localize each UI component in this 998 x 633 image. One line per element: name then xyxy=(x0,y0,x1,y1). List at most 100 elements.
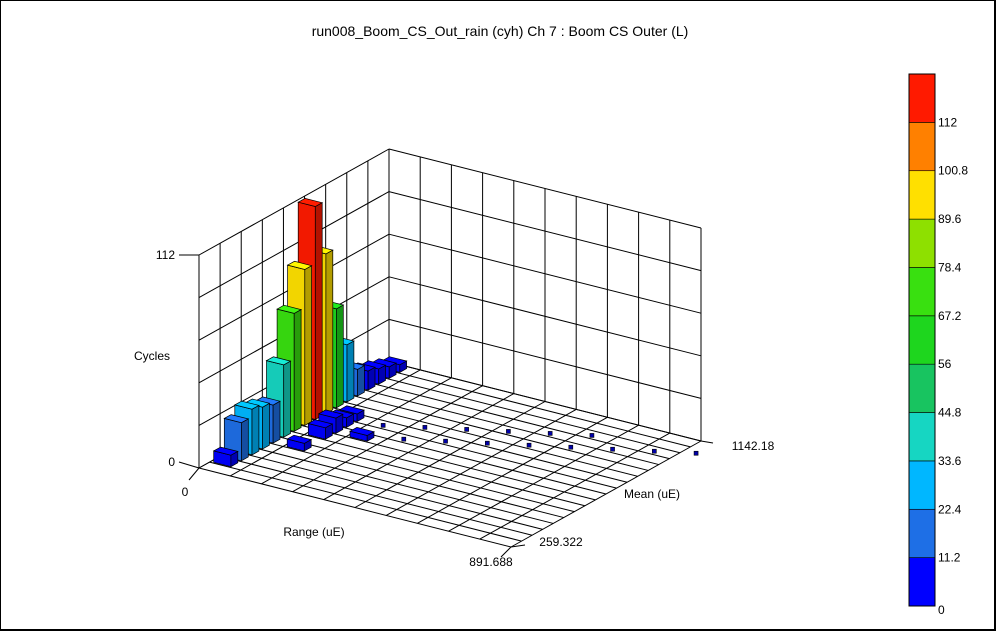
y-tick-label: 1142.18 xyxy=(732,439,775,453)
bar-mark xyxy=(293,309,302,432)
bar-mark xyxy=(233,400,260,410)
z-tick-label: 112 xyxy=(156,248,175,262)
bar-mark xyxy=(652,448,657,454)
floor-gridline xyxy=(367,373,681,454)
bar-mark xyxy=(251,404,260,456)
bar-mark xyxy=(589,433,595,438)
colorbar-tick-label: 112 xyxy=(938,115,957,129)
floor-gridline xyxy=(293,414,607,495)
colorbar-segment xyxy=(908,460,936,510)
colorbar-segment xyxy=(908,508,936,558)
y-axis-label: Mean (uE) xyxy=(624,487,680,501)
floor-gridline xyxy=(209,461,522,542)
bar-mark xyxy=(283,360,291,438)
floor-gridline xyxy=(378,367,691,448)
bar-mark xyxy=(276,304,303,314)
bar-mark xyxy=(314,202,323,421)
floor-gridline xyxy=(272,426,586,507)
bar-mark xyxy=(401,436,407,442)
bar-mark xyxy=(262,402,270,450)
floor-gridline xyxy=(346,385,659,466)
bar-mark xyxy=(325,249,334,415)
wall-left-gridline xyxy=(198,191,390,299)
floor-grid xyxy=(198,361,702,548)
bar-mark xyxy=(693,450,699,456)
colorbar-tick-label: 0 xyxy=(938,603,945,617)
bar-mark xyxy=(349,427,375,436)
bar-mark xyxy=(422,425,428,430)
floor-gridline xyxy=(388,361,702,442)
bar-mark xyxy=(297,198,324,207)
z-tick-label: 0 xyxy=(168,455,175,469)
bar-mark xyxy=(223,414,250,424)
floor-gridline xyxy=(283,420,596,501)
colorbar-segment xyxy=(908,267,936,317)
floor-gridline xyxy=(262,432,575,513)
wall-back-gridline xyxy=(388,318,702,399)
bar-mark xyxy=(272,400,281,444)
colorbar-tick-label: 33.6 xyxy=(938,454,962,468)
colorbar-border xyxy=(908,73,936,607)
colorbar-segment xyxy=(908,363,936,413)
colorbar: 0 11.2 22.4 33.6 44.8 56 67.2 78.4 89.6 100.8 112 xyxy=(908,73,968,617)
wall-back-gridline xyxy=(388,148,702,229)
floor-gridline xyxy=(304,408,617,489)
bar-mark xyxy=(568,444,574,450)
wall-back-gridline xyxy=(388,191,702,272)
floor-gridline xyxy=(230,449,543,530)
bar-mark xyxy=(357,364,365,397)
bar-mark xyxy=(212,446,239,456)
floor-gridline xyxy=(336,390,649,471)
y-tick-label: 259.322 xyxy=(539,535,583,549)
colorbar-tick-label: 44.8 xyxy=(938,406,962,420)
colorbar-tick-label: 89.6 xyxy=(938,212,962,226)
bar-mark xyxy=(526,442,532,448)
floor-gridline xyxy=(325,396,638,477)
x-tick xyxy=(500,546,512,558)
bar-mark xyxy=(307,419,334,429)
x-axis-label: Range (uE) xyxy=(283,525,344,539)
floor-gridline xyxy=(241,443,554,524)
x-tick-label: 0 xyxy=(182,485,189,499)
colorbar-segment xyxy=(908,122,936,172)
floor-gridline xyxy=(198,467,512,548)
floor-gridline xyxy=(251,438,564,519)
colorbar-segment xyxy=(908,73,936,123)
colorbar-tick-label: 100.8 xyxy=(938,164,968,178)
axes-labels: 112 0 Cycles 0 891.688 Range (uE) 259.322 1142.… xyxy=(134,248,775,569)
z-axis-label: Cycles xyxy=(134,349,170,363)
colorbar-tick-label: 78.4 xyxy=(938,260,962,274)
y-tick xyxy=(510,544,526,548)
colorbar-segment xyxy=(908,412,936,462)
colorbar-tick-label: 22.4 xyxy=(938,502,962,516)
wall-left-gridline xyxy=(198,148,390,256)
colorbar-segment xyxy=(908,170,936,220)
z-tick xyxy=(178,461,200,469)
bar-mark xyxy=(464,427,469,432)
colorbar-tick-label: 67.2 xyxy=(938,309,962,323)
bar-mark xyxy=(610,446,615,452)
colorbar-tick-label: 11.2 xyxy=(938,551,961,565)
chart-title: run008_Boom_CS_Out_rain (cyh) Ch 7 : Boo… xyxy=(311,23,689,39)
bar-mark xyxy=(304,265,312,426)
bar-mark xyxy=(443,438,448,444)
bar-mark xyxy=(338,405,365,415)
bar-mark xyxy=(336,304,344,409)
bar-mark xyxy=(380,423,386,428)
colorbar-segment xyxy=(908,315,936,365)
x-tick-label: 891.688 xyxy=(469,555,513,569)
y-tick xyxy=(700,440,714,444)
x-tick xyxy=(188,467,200,481)
wall-back-gridline xyxy=(388,276,702,357)
bars xyxy=(212,198,699,468)
colorbar-tick-label: 56 xyxy=(938,357,952,371)
bar-mark xyxy=(506,429,511,434)
bar-mark xyxy=(286,260,313,270)
colorbar-segment xyxy=(908,557,936,607)
bar-mark xyxy=(317,409,344,419)
bar-mark xyxy=(484,440,490,446)
bar-mark xyxy=(547,431,553,436)
bar-mark xyxy=(241,418,249,462)
